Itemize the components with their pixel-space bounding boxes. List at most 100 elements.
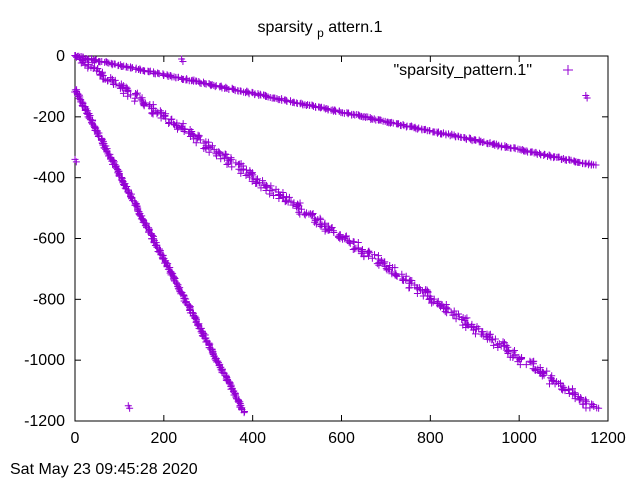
data-point <box>388 270 396 278</box>
data-point <box>488 336 496 344</box>
data-point <box>222 151 230 159</box>
data-point <box>255 179 263 187</box>
data-point <box>565 386 573 394</box>
data-point <box>227 155 235 163</box>
data-point <box>405 277 413 285</box>
data-point <box>589 401 597 409</box>
data-point <box>91 63 99 71</box>
data-point <box>110 81 118 89</box>
data-point <box>266 190 274 198</box>
data-point <box>376 116 384 124</box>
data-point <box>223 160 231 168</box>
data-point <box>162 115 170 123</box>
data-point <box>256 90 264 98</box>
data-point <box>275 194 283 202</box>
data-point <box>132 91 140 99</box>
data-point <box>540 371 548 379</box>
data-point <box>344 110 352 118</box>
data-point <box>267 182 275 190</box>
data-point <box>103 58 111 66</box>
data-point <box>90 57 98 65</box>
data-point <box>371 251 379 259</box>
data-point <box>167 72 175 80</box>
data-point <box>325 226 333 234</box>
y-axis: 0 -200 -400 -600 -800 -1000 -1200 <box>24 48 608 430</box>
data-point <box>75 95 83 103</box>
data-point <box>494 343 502 351</box>
data-point <box>543 367 551 375</box>
y-tick-label: 0 <box>56 48 65 65</box>
data-point <box>342 232 350 240</box>
data-point <box>309 209 317 217</box>
data-point <box>358 248 366 256</box>
data-point <box>145 102 153 110</box>
data-point <box>511 347 519 355</box>
data-point <box>571 390 579 398</box>
data-point <box>98 68 106 76</box>
data-point <box>558 385 566 393</box>
timestamp: Sat May 23 09:45:28 2020 <box>10 461 198 478</box>
data-point <box>196 136 204 144</box>
y-tick-label: -200 <box>33 109 65 126</box>
data-point <box>307 211 315 219</box>
data-point <box>567 156 575 164</box>
x-axis: 0 200 400 600 800 1000 1200 <box>71 56 626 447</box>
data-point <box>452 315 460 323</box>
data-point <box>202 145 210 153</box>
y-tick-label: -1000 <box>24 352 65 369</box>
x-tick-label: 800 <box>417 430 444 447</box>
data-point <box>559 386 567 394</box>
data-point <box>442 304 450 312</box>
data-point <box>136 65 144 73</box>
data-point <box>499 338 507 346</box>
data-point <box>111 60 119 68</box>
data-point <box>581 396 589 404</box>
data-point <box>111 76 119 84</box>
data-point <box>107 74 115 82</box>
chart-title-rest: attern.1 <box>328 19 382 36</box>
data-point <box>450 307 458 315</box>
data-point <box>133 89 141 97</box>
data-point <box>516 361 524 369</box>
data-point <box>173 125 181 133</box>
data-point <box>321 227 329 235</box>
data-point <box>592 161 600 169</box>
data-point <box>546 152 554 160</box>
data-point <box>364 252 372 260</box>
data-point <box>331 106 339 114</box>
chart-title-main: sparsity <box>258 19 313 36</box>
data-point <box>318 221 326 229</box>
data-point <box>388 118 396 126</box>
data-point <box>254 175 262 183</box>
data-point <box>565 389 573 397</box>
data-point <box>477 137 485 145</box>
data-point <box>536 149 544 157</box>
data-point <box>441 308 449 316</box>
data-point <box>165 118 173 126</box>
data-point <box>308 211 316 219</box>
data-point <box>77 59 85 67</box>
data-point <box>556 379 564 387</box>
data-point <box>449 311 457 319</box>
data-point <box>205 148 213 156</box>
data-point <box>429 298 437 306</box>
data-point <box>366 249 374 257</box>
data-point <box>173 279 181 287</box>
data-point <box>104 77 112 85</box>
data-point <box>221 150 229 158</box>
data-point <box>228 163 236 171</box>
data-point <box>582 400 590 408</box>
data-point <box>368 254 376 262</box>
x-tick-label: 200 <box>150 430 177 447</box>
data-point <box>295 204 303 212</box>
data-point <box>373 260 381 268</box>
data-point <box>83 55 91 63</box>
data-point <box>126 404 134 412</box>
legend: "sparsity_pattern.1" <box>393 62 573 79</box>
data-point <box>282 96 290 104</box>
data-point <box>338 234 346 242</box>
data-point <box>581 160 589 168</box>
x-tick-label: 400 <box>239 430 266 447</box>
data-point <box>185 129 193 137</box>
data-point <box>329 227 337 235</box>
